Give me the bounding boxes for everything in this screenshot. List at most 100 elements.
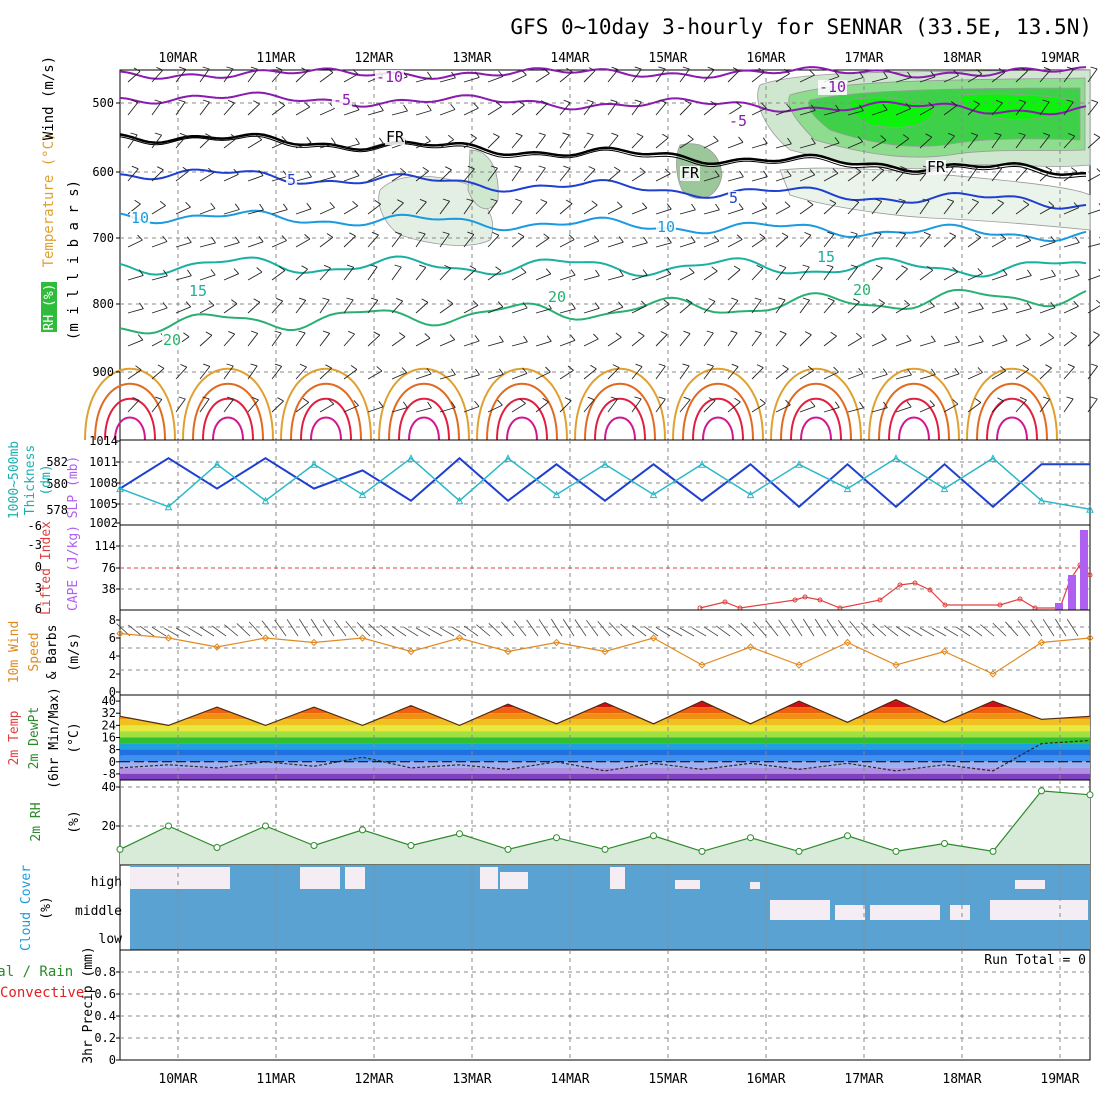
wind-barb-flag (835, 104, 840, 112)
wind-barb-flag (226, 66, 234, 70)
axis-tick-label: 2 (109, 667, 116, 681)
wind10m-barb (211, 625, 227, 637)
li-tick-label: 0 (35, 560, 42, 574)
wind-barb (991, 134, 1002, 149)
wind10m-barb (1030, 619, 1043, 637)
wind-barb (247, 271, 263, 281)
wind-barb (1015, 70, 1028, 83)
wind-barb-flag (761, 102, 767, 109)
wind-barb (223, 273, 239, 281)
wind-barb-flag (306, 136, 312, 143)
wind-barb (655, 173, 671, 182)
wind-barb-flag (474, 400, 480, 407)
wind-barb (487, 306, 503, 314)
wind-barb-flag (1073, 202, 1080, 209)
wind-barb (631, 274, 648, 281)
wind-barb-flag (543, 68, 550, 74)
wind-barb (535, 401, 549, 413)
wind-barb-flag (881, 333, 887, 340)
wind-barb-flag (378, 401, 384, 408)
wind-barb-flag (323, 264, 331, 269)
wind-barb (295, 268, 309, 281)
axis-tick-label: 0.2 (94, 1031, 116, 1045)
wind10m-barb (261, 620, 275, 637)
wind-barb (1015, 240, 1031, 248)
wind-barb-flag (922, 198, 930, 202)
wind-barb (607, 135, 619, 149)
contour-label-bg (188, 284, 208, 299)
wind-barb (607, 241, 624, 248)
wind-barb-flag (1025, 333, 1031, 340)
wind-barb (679, 241, 696, 248)
wind-barb (847, 110, 864, 116)
wind-barb-flag (283, 203, 288, 210)
wind-barb-flag (834, 401, 840, 408)
wind10m-barb (802, 618, 815, 637)
temperature-contour-line (119, 209, 1087, 243)
axis-tick-label: 0.6 (94, 987, 116, 1001)
wind10m-barb (286, 619, 299, 637)
wind-barb (655, 398, 666, 413)
wind-barb (1039, 275, 1056, 281)
wind-barb-flag (401, 367, 408, 373)
wind-barb-flag (418, 231, 426, 235)
wind-barb (271, 400, 284, 413)
wind-barb-flag (1070, 332, 1077, 337)
wind-barb-flag (185, 201, 191, 208)
thickness-point (892, 454, 900, 462)
wind-barb-flag (782, 364, 789, 370)
wind-barb (343, 205, 359, 215)
wind-barb-flag (205, 133, 212, 138)
wind10m-point (843, 638, 852, 647)
wind-barb (943, 307, 960, 314)
wind-barb (655, 334, 668, 347)
wind10m-panel: 8 6 4 2 0 10m Wind Speed & Barbs (m/s) (7, 609, 1094, 699)
wind-barb (199, 208, 216, 215)
wind-barb (727, 366, 739, 380)
wind10m-barb (849, 621, 863, 637)
wind-barb-flag (907, 71, 912, 78)
wind10m-point (552, 638, 561, 647)
wind-barb-flag (571, 302, 576, 310)
wind10m-barb (790, 619, 803, 637)
wind-barb (823, 110, 840, 116)
wind-barb-flag (587, 396, 595, 401)
wind-barb-flag (183, 332, 190, 338)
wind-barb-flag (852, 298, 860, 303)
temp-label-2: 2m DewPt (27, 707, 42, 770)
wind-barb-flag (131, 99, 139, 103)
top-date-label: 13MAR (452, 51, 491, 66)
wind-barb (343, 405, 359, 413)
wind-barb-flag (304, 102, 311, 108)
thickness-point (358, 490, 367, 499)
wind10m-point (1086, 634, 1094, 642)
wind-barb-flag (258, 169, 264, 176)
contour-label: FR (681, 164, 700, 182)
rh2m-point (795, 847, 803, 855)
low-level-temp-contour (84, 367, 176, 441)
wind-barb-flag (1019, 396, 1027, 401)
wind10m-barb (356, 622, 371, 637)
low-level-temp-contour (702, 416, 734, 441)
li-tick-label: 6 (35, 602, 42, 616)
wind-barb-flag (977, 268, 983, 274)
wind-barb (991, 102, 1003, 116)
wind-barb-flag (802, 264, 810, 268)
wind-barb (511, 201, 523, 215)
wind-barb (727, 70, 740, 83)
wind-barb (607, 367, 620, 380)
wind-barb (871, 374, 888, 380)
wind-barb (871, 109, 888, 116)
wind-barb (559, 71, 573, 83)
wind-barb-flag (970, 132, 978, 136)
wind-barb-flag (1025, 235, 1032, 241)
wind10m-barb (163, 627, 179, 637)
axis-tick-label: 76 (102, 561, 116, 575)
wind-barb (247, 175, 264, 182)
wind-barb-flag (634, 66, 642, 70)
wind-barb-flag (396, 297, 403, 302)
low-level-temp-contour (976, 382, 1048, 441)
wind-barb-flag (182, 166, 189, 172)
wind-barb (1063, 366, 1075, 380)
wind-barb-flag (498, 70, 504, 77)
